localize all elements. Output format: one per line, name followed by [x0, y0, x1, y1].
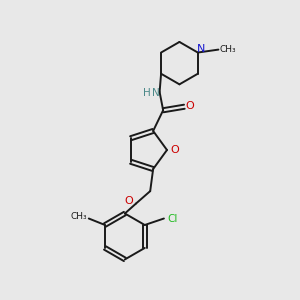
- Text: CH₃: CH₃: [220, 45, 236, 54]
- Text: H: H: [143, 88, 151, 98]
- Text: O: O: [186, 101, 195, 111]
- Text: O: O: [170, 145, 179, 155]
- Text: O: O: [124, 196, 133, 206]
- Text: N: N: [197, 44, 206, 54]
- Text: N: N: [152, 88, 160, 98]
- Text: Cl: Cl: [167, 214, 177, 224]
- Text: CH₃: CH₃: [70, 212, 87, 221]
